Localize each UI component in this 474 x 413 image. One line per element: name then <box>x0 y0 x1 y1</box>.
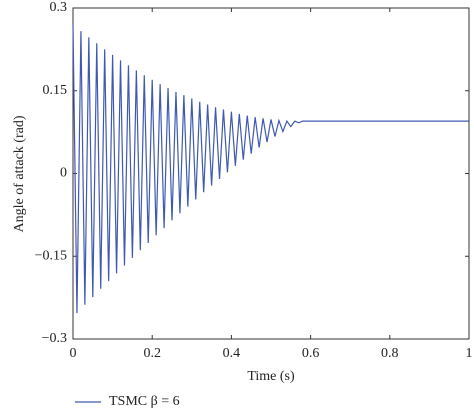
plot-frame <box>72 7 470 340</box>
x-tick-label: 0.6 <box>302 346 320 361</box>
y-tick-label: 0.3 <box>50 0 68 15</box>
y-tick-label: 0.15 <box>43 83 68 98</box>
x-tick-label: 0.4 <box>223 346 241 361</box>
legend-label: TSMC β = 6 <box>109 394 180 409</box>
x-tick-label: 0.8 <box>381 346 399 361</box>
x-tick-label: 1 <box>466 346 473 361</box>
x-tick-label: 0 <box>70 346 77 361</box>
x-tick-label: 0.2 <box>143 346 161 361</box>
y-axis-label: Angle of attack (rad) <box>12 115 27 232</box>
y-tick-label: −0.15 <box>35 248 67 263</box>
x-axis-label: Time (s) <box>247 369 295 384</box>
y-tick-label: 0 <box>60 166 67 181</box>
series-line <box>72 24 469 314</box>
y-tick-label: −0.3 <box>42 331 67 346</box>
